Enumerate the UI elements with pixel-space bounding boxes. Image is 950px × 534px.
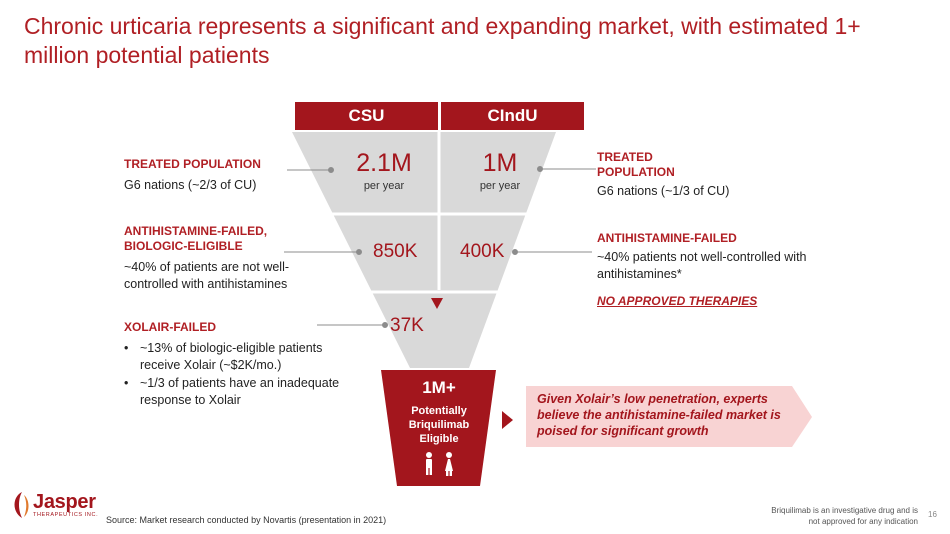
header-cindu: CIndU [441,102,584,130]
source-note: Source: Market research conducted by Nov… [106,515,387,525]
left-treated-text: G6 nations (~2/3 of CU) [124,178,257,192]
xolair-bullet-1: • ~13% of biologic-eligible patients rece… [124,341,323,372]
left-xolair-heading: XOLAIR-FAILED [124,320,216,334]
disclaimer: Briquilimab is an investigative drug and… [771,506,918,526]
arrow-right-icon [502,411,513,429]
arrow-down-icon [431,298,443,309]
callout-text: Given Xolair’s low penetration, experts … [537,392,781,438]
logo-name: Jasper [33,491,96,513]
funnel-red-bottom [381,370,496,486]
csu-treated-value: 2.1M [356,149,412,177]
eligible-value: 1M+ [422,378,456,397]
left-antihist-text: ~40% of patients are not well-controlled… [124,260,290,291]
cindu-per-year: per year [479,180,521,192]
right-treated-heading: TREATED POPULATION [597,150,675,179]
xolair-failed-value: 37K [390,315,424,336]
csu-antihist-value: 850K [373,241,418,262]
right-treated-text: G6 nations (~1/3 of CU) [597,184,730,198]
page-title: Chronic urticaria represents a significa… [24,13,861,68]
callout-box [526,386,812,447]
no-approved-therapies: NO APPROVED THERAPIES [597,294,758,308]
left-treated-heading: TREATED POPULATION [124,157,261,171]
logo-subtitle: THERAPEUTICS INC. [33,512,99,518]
funnel-gray-body [292,132,556,368]
cindu-treated-value: 1M [482,149,518,177]
csu-per-year: per year [363,180,405,192]
left-antihist-heading: ANTIHISTAMINE-FAILED, BIOLOGIC-ELIGIBLE [124,224,268,253]
header-csu: CSU [295,102,438,130]
people-icon [426,452,453,476]
page-number: 16 [928,510,937,519]
cindu-antihist-value: 400K [460,241,505,262]
right-antihist-heading: ANTIHISTAMINE-FAILED [597,231,737,245]
jasper-logo-mark [14,492,29,518]
right-antihist-text: ~40% patients not well-controlled with a… [597,250,807,281]
eligible-label: Potentially Briquilimab Eligible [408,405,470,445]
xolair-bullet-2: • ~1/3 of patients have an inadequate res… [124,376,340,407]
